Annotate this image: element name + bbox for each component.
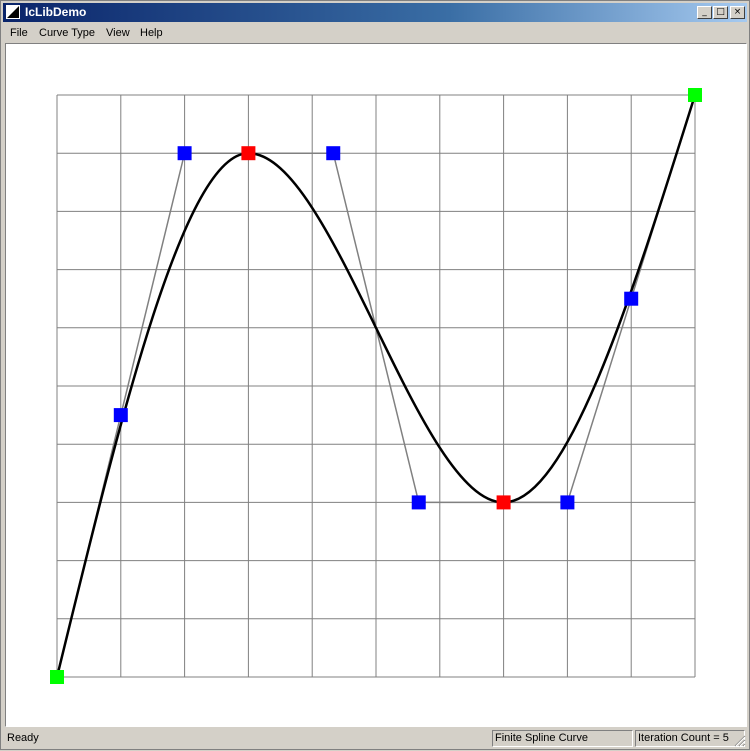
menu-curve-type[interactable]: Curve Type [39,27,96,39]
menu-bar: File Curve Type View Help [3,23,747,42]
minimize-icon: _ [702,7,707,17]
status-iteration-count: Iteration Count = 5 [635,730,745,747]
app-icon[interactable] [6,5,20,19]
control-point-endpoint[interactable] [50,670,64,684]
menu-view[interactable]: View [106,27,130,39]
title-bar[interactable]: IcLibDemo _ □ × [3,3,747,22]
menu-file[interactable]: File [10,27,28,39]
menu-help[interactable]: Help [140,27,163,39]
control-point-tangent[interactable] [326,146,341,161]
control-point-tangent[interactable] [177,146,192,161]
close-icon: × [733,7,742,17]
window-title: IcLibDemo [25,5,87,19]
maximize-icon: □ [716,7,725,17]
drawing-canvas[interactable] [5,43,747,727]
spline-curve [55,94,697,678]
maximize-button[interactable]: □ [713,6,728,19]
control-point-tangent[interactable] [113,408,128,423]
control-point-endpoint[interactable] [688,88,702,102]
minimize-button[interactable]: _ [697,6,712,19]
control-point-knot[interactable] [241,146,256,161]
status-ready: Ready [7,732,39,744]
status-bar: Ready Finite Spline Curve Iteration Coun… [3,730,747,748]
status-curve-type: Finite Spline Curve [492,730,633,747]
resize-grip-icon[interactable] [734,735,746,747]
control-point-tangent[interactable] [624,291,639,306]
control-point-knot[interactable] [496,495,511,510]
control-point-tangent[interactable] [411,495,426,510]
control-point-tangent[interactable] [560,495,575,510]
close-button[interactable]: × [730,6,745,19]
